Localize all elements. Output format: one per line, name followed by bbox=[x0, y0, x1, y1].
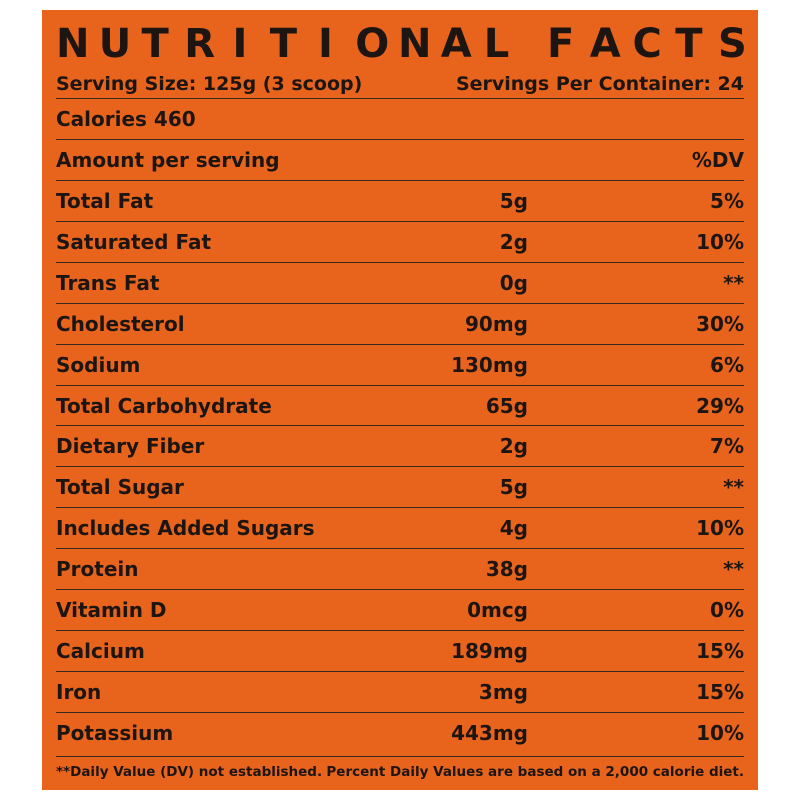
nutrient-dv: 10% bbox=[696, 516, 744, 541]
nutrient-row: Potassium 443mg 10% bbox=[56, 711, 744, 753]
nutrient-name: Total Carbohydrate bbox=[56, 393, 272, 418]
calories-row: Calories 460 bbox=[56, 98, 744, 139]
serving-info: Serving Size: 125g (3 scoop) Servings Pe… bbox=[42, 72, 758, 96]
nutrient-amount: 4g bbox=[499, 516, 528, 541]
dv-header: %DV bbox=[691, 148, 744, 172]
nutrient-name: Total Fat bbox=[56, 189, 154, 213]
nutrient-row: Dietary Fiber 2g 7% bbox=[56, 425, 744, 466]
nutrient-name: Trans Fat bbox=[56, 270, 160, 295]
nutrient-dv: 0% bbox=[710, 598, 744, 622]
nutrient-amount: 2g bbox=[499, 434, 528, 459]
nutrient-name: Sodium bbox=[56, 352, 141, 377]
nutrient-dv: ** bbox=[723, 270, 744, 295]
footnote-dv-not-established: **Daily Value (DV) not established. bbox=[56, 763, 323, 780]
nutrient-dv: ** bbox=[723, 475, 744, 500]
title-letter: R bbox=[184, 21, 216, 67]
amount-header: Amount per serving bbox=[56, 148, 280, 172]
nutrient-row: Includes Added Sugars 4g 10% bbox=[56, 507, 744, 548]
nutrient-amount: 3mg bbox=[478, 679, 528, 704]
nutrient-row: Iron 3mg 15% bbox=[56, 670, 744, 712]
nutrient-row: Trans Fat 0g ** bbox=[56, 261, 744, 303]
nutrient-name: Protein bbox=[56, 557, 139, 582]
nutrient-name: Calcium bbox=[56, 638, 145, 663]
nutrient-amount: 5g bbox=[499, 189, 528, 213]
nutrient-name: Includes Added Sugars bbox=[56, 516, 315, 541]
nutrient-name: Iron bbox=[56, 679, 102, 704]
title-letter bbox=[526, 18, 530, 70]
nutrient-row: Total Carbohydrate 65g 29% bbox=[56, 384, 744, 426]
nutrient-dv: ** bbox=[723, 557, 744, 582]
footnotes: **Daily Value (DV) not established. Perc… bbox=[56, 756, 744, 782]
nutrient-dv: 5% bbox=[710, 189, 744, 213]
nutrient-name: Total Sugar bbox=[56, 475, 184, 500]
nutrient-name: Cholesterol bbox=[56, 311, 185, 336]
nutrient-amount: 38g bbox=[485, 557, 528, 582]
amount-header-row: Amount per serving %DV bbox=[56, 139, 744, 180]
title-letter: N bbox=[398, 21, 432, 67]
nutrient-dv: 7% bbox=[710, 434, 744, 459]
nutrient-dv: 6% bbox=[710, 352, 744, 377]
nutrient-dv: 30% bbox=[696, 311, 744, 336]
nutrient-dv: 15% bbox=[696, 638, 744, 663]
calories-text: Calories 460 bbox=[56, 107, 196, 131]
nutrient-amount: 65g bbox=[485, 393, 528, 418]
title-letter: T bbox=[141, 21, 169, 67]
nutrient-dv: 10% bbox=[696, 720, 744, 745]
nutrient-dv: 29% bbox=[696, 393, 744, 418]
title-letter: L bbox=[483, 21, 510, 67]
nutrient-amount: 0mcg bbox=[467, 598, 528, 622]
title-letter: U bbox=[98, 21, 132, 67]
nutrient-row: Cholesterol 90mg 30% bbox=[56, 302, 744, 344]
nutrient-amount: 130mg bbox=[451, 352, 528, 377]
title-letter: F bbox=[547, 21, 575, 67]
nutrient-amount: 90mg bbox=[465, 311, 528, 336]
nutrient-row: Calcium 189mg 15% bbox=[56, 629, 744, 671]
footnote-calorie-basis: Percent Daily Values are based on a 2,00… bbox=[326, 763, 744, 780]
nutrient-amount: 189mg bbox=[451, 638, 528, 663]
title-letter: T bbox=[269, 21, 298, 67]
title-letter: A bbox=[589, 21, 621, 67]
servings-per-container: Servings Per Container: 24 bbox=[455, 73, 744, 95]
title-letter: N bbox=[56, 21, 90, 67]
nutrient-amount: 0g bbox=[499, 270, 528, 295]
nutrient-amount: 443mg bbox=[451, 720, 528, 745]
title-letter: I bbox=[232, 21, 248, 67]
nutrient-name: Potassium bbox=[56, 720, 174, 745]
nutrient-dv: 15% bbox=[696, 679, 744, 704]
serving-size: Serving Size: 125g (3 scoop) bbox=[56, 73, 363, 95]
nutrient-row: Vitamin D 0mcg 0% bbox=[56, 589, 744, 630]
nutrient-row: Total Sugar 5g ** bbox=[56, 466, 744, 507]
title-letter: T bbox=[675, 21, 703, 67]
nutrient-dv: 10% bbox=[696, 229, 744, 254]
nutrient-amount: 2g bbox=[499, 229, 528, 254]
nutrient-amount: 5g bbox=[499, 475, 528, 500]
nutrient-row: Saturated Fat 2g 10% bbox=[56, 220, 744, 262]
nutrient-row: Protein 38g ** bbox=[56, 548, 744, 589]
title-letter: C bbox=[632, 21, 662, 67]
nutrient-row: Sodium 130mg 6% bbox=[56, 343, 744, 385]
title-letter: O bbox=[355, 21, 390, 67]
title-letter: I bbox=[318, 21, 333, 67]
nutrient-name: Saturated Fat bbox=[56, 229, 212, 254]
title-letter: S bbox=[718, 21, 747, 67]
nutrient-name: Vitamin D bbox=[56, 598, 167, 622]
title-letter: A bbox=[440, 21, 472, 67]
nutrient-name: Dietary Fiber bbox=[56, 434, 205, 459]
nutrient-row: Total Fat 5g 5% bbox=[56, 180, 744, 221]
